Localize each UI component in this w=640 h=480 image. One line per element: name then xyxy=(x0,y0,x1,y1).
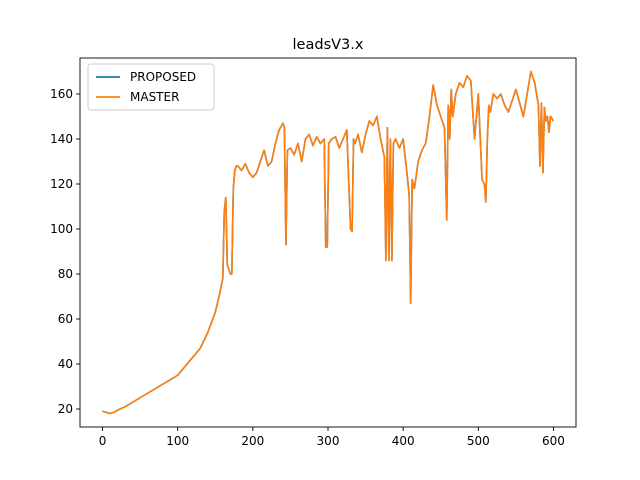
y-tick-label: 20 xyxy=(58,402,73,416)
y-tick-label: 160 xyxy=(50,87,73,101)
chart-title: leadsV3.x xyxy=(293,37,364,53)
legend-label-proposed: PROPOSED xyxy=(130,70,196,84)
y-tick-label: 100 xyxy=(50,222,73,236)
x-tick-label: 0 xyxy=(99,434,107,448)
legend-box xyxy=(87,63,215,111)
series-line-master xyxy=(102,70,555,415)
x-tick-label: 600 xyxy=(542,434,565,448)
x-tick-label: 500 xyxy=(467,434,490,448)
y-tick-label: 40 xyxy=(58,357,73,371)
axes-layer: 0 100 200 300 400 500 600 20 40 60 80 100 120 140 160 xyxy=(50,57,577,448)
legend: PROPOSED MASTER xyxy=(87,63,215,111)
x-tick-label: 400 xyxy=(392,434,415,448)
x-tick-label: 300 xyxy=(317,434,340,448)
x-tick-label: 200 xyxy=(241,434,264,448)
series-layer xyxy=(102,70,555,415)
y-tick-label: 60 xyxy=(58,312,73,326)
legend-label-master: MASTER xyxy=(130,90,179,104)
y-tick-label: 80 xyxy=(58,267,73,281)
y-tick-label: 120 xyxy=(50,177,73,191)
y-tick-label: 140 xyxy=(50,132,73,146)
x-tick-label: 100 xyxy=(166,434,189,448)
